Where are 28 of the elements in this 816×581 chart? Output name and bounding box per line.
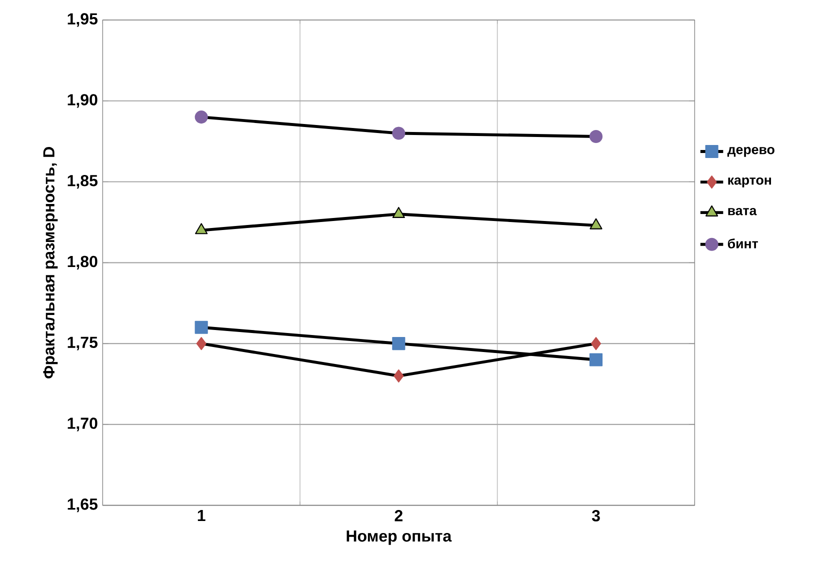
point: [589, 353, 603, 366]
point: [590, 218, 602, 230]
y-tick-label: 1,80: [68, 256, 98, 270]
x-axis-title: Номер опыта: [346, 530, 452, 545]
point: [590, 336, 602, 350]
point: [195, 222, 208, 234]
legend-label: вата: [728, 208, 757, 216]
y-tick-label: 1,95: [68, 13, 98, 27]
x-tick-label: 1: [198, 510, 206, 521]
legend-label: дерево: [727, 146, 774, 157]
point: [196, 336, 206, 350]
point: [194, 110, 208, 124]
y-tick-label: 1,65: [68, 498, 98, 512]
point: [392, 206, 405, 218]
point: [194, 320, 208, 334]
x-tick-label: 3: [592, 510, 600, 522]
point: [392, 126, 406, 140]
legend-label: картон: [728, 177, 771, 188]
y-tick-label: 1,90: [68, 94, 98, 108]
y-tick-label: 1,85: [68, 174, 98, 188]
y-axis-title: Фрактальная размерность, D: [43, 146, 58, 378]
legend-label: бинт: [728, 238, 758, 248]
point: [394, 369, 404, 382]
point: [589, 130, 603, 143]
point: [392, 336, 406, 350]
y-tick-label: 1,75: [68, 336, 98, 350]
y-tick-label: 1,70: [68, 417, 98, 432]
x-tick-label: 2: [394, 510, 402, 522]
